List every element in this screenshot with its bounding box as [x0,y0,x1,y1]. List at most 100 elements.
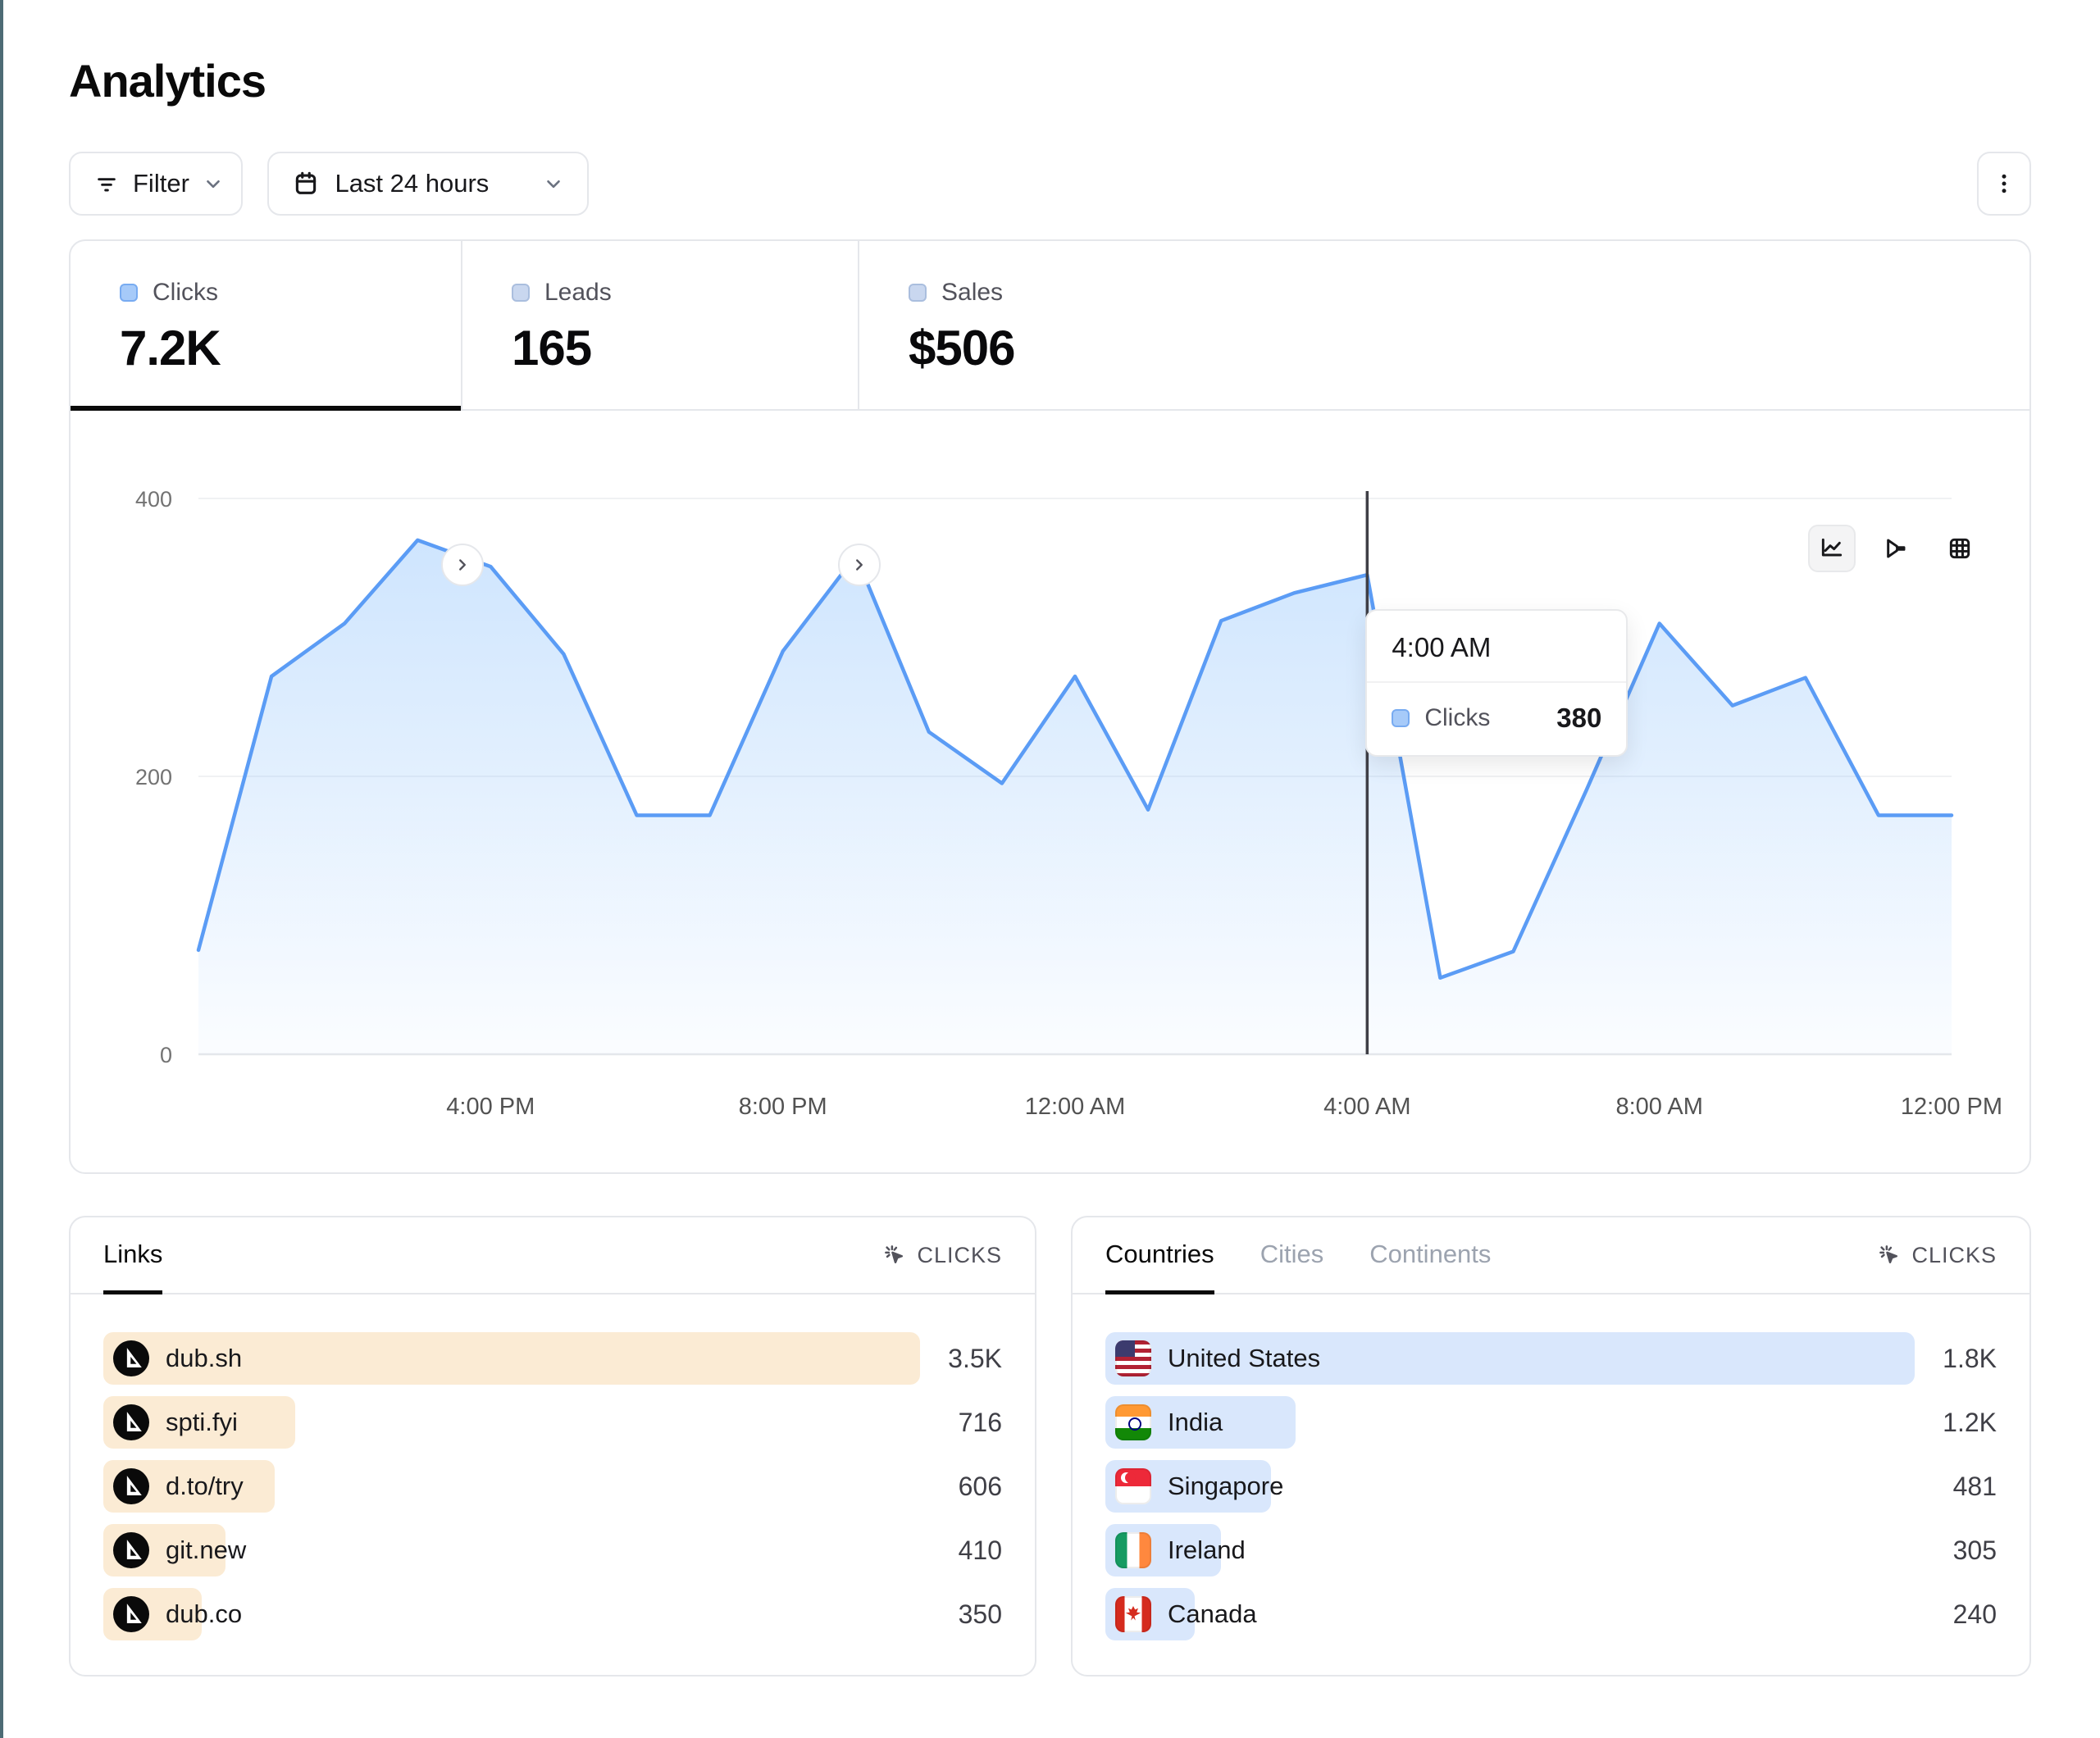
clicks-area-chart[interactable]: 400 200 0 4:00 PM 8:00 PM 12:00 AM 4:00 … [71,411,2029,1172]
country-row[interactable]: Ireland 305 [1105,1524,1997,1576]
dub-logo-icon [113,1468,149,1504]
tab-links[interactable]: Links [103,1217,163,1294]
tab-clicks[interactable]: Clicks 7.2K [71,241,462,411]
link-row[interactable]: spti.fyi 716 [103,1396,1002,1449]
links-list: dub.sh 3.5K spti.fyi 716 d.to/try 606 [103,1332,1002,1652]
countries-list: United States 1.8K India 1.2K Singapore … [1105,1332,1997,1652]
dub-logo-icon [113,1404,149,1440]
country-clicks-value: 1.2K [1943,1407,1997,1437]
y-tick-400: 400 [135,487,172,512]
country-row[interactable]: India 1.2K [1105,1396,1997,1449]
country-bar [1105,1332,1915,1385]
link-clicks-value: 716 [958,1407,1002,1437]
sales-label: Sales [941,279,1004,306]
link-row[interactable]: dub.co 350 [103,1588,1002,1640]
link-row[interactable]: d.to/try 606 [103,1460,1002,1513]
cursor-click-icon [882,1243,907,1267]
link-label: git.new [166,1536,247,1564]
link-clicks-value: 350 [958,1599,1002,1629]
sales-swatch-icon [909,284,927,302]
analytics-card: Clicks 7.2K Leads 165 Sales [69,239,2031,1174]
tab-countries[interactable]: Countries [1105,1217,1214,1294]
country-clicks-value: 305 [1952,1535,1997,1565]
countries-panel-header: Countries Cities Continents CLICKS [1073,1217,2029,1294]
x-tick-8am: 8:00 AM [1615,1094,1702,1120]
expand-clicks-button[interactable] [441,544,484,586]
line-chart-icon [1821,538,1843,557]
table-view-button[interactable] [1936,525,1984,572]
country-row[interactable]: Canada 240 [1105,1588,1997,1640]
links-panel-header: Links CLICKS [71,1217,1035,1294]
tab-leads[interactable]: Leads 165 [462,241,859,409]
country-clicks-value: 240 [1952,1599,1997,1629]
stats-tabs: Clicks 7.2K Leads 165 Sales [71,241,2029,586]
links-metric-label: CLICKS [917,1242,1002,1267]
links-panel: Links CLICKS dub.sh 3.5K [69,1216,1036,1677]
chevron-down-icon [203,173,224,194]
dub-logo-icon [113,1596,149,1632]
funnel-view-button[interactable] [1872,525,1920,572]
chart-view-switcher [1808,525,1984,572]
x-tick-8pm: 8:00 PM [739,1094,827,1120]
country-label: Canada [1168,1599,1257,1628]
leads-swatch-icon [512,284,530,302]
clicks-swatch-icon [1392,709,1410,727]
filter-icon [93,171,120,197]
chevron-down-icon [543,173,564,194]
more-options-button[interactable] [1977,152,2031,216]
kebab-icon [1992,171,2016,196]
clicks-label: Clicks [153,279,218,306]
clicks-swatch-icon [120,284,138,302]
country-label: Singapore [1168,1472,1284,1500]
country-label: Ireland [1168,1536,1246,1564]
expand-leads-button[interactable] [838,544,881,586]
date-range-button[interactable]: Last 24 hours [267,152,590,216]
dub-logo-icon [113,1532,149,1568]
country-clicks-value: 1.8K [1943,1343,1997,1373]
chevron-right-icon [856,559,863,571]
tab-cities[interactable]: Cities [1260,1217,1324,1294]
link-row[interactable]: git.new 410 [103,1524,1002,1576]
country-row[interactable]: Singapore 481 [1105,1460,1997,1513]
tab-sales[interactable]: Sales $506 [859,241,2029,409]
tooltip-time: 4:00 AM [1367,611,1627,683]
page-title: Analytics [69,55,266,107]
date-range-label: Last 24 hours [335,169,490,198]
link-label: d.to/try [166,1472,244,1500]
tooltip-series-label: Clicks [1424,704,1491,731]
tab-continents[interactable]: Continents [1369,1217,1491,1294]
link-row[interactable]: dub.sh 3.5K [103,1332,1002,1385]
clicks-area-fill [198,539,1952,1054]
country-label: United States [1168,1344,1321,1372]
y-tick-200: 200 [135,765,172,789]
link-bar [103,1332,920,1385]
x-tick-12pm: 12:00 PM [1901,1094,2002,1120]
sales-value: $506 [909,321,1015,375]
filter-button[interactable]: Filter [69,152,243,216]
link-label: spti.fyi [166,1408,238,1436]
ireland-flag-icon [1115,1532,1151,1568]
chevron-right-icon [459,559,466,571]
x-tick-4am: 4:00 AM [1323,1094,1410,1120]
line-chart-view-button[interactable] [1808,525,1856,572]
countries-metric-label: CLICKS [1911,1242,1997,1267]
dub-logo-icon [113,1340,149,1376]
us-flag-icon [1115,1340,1151,1376]
filter-label: Filter [133,169,189,198]
table-grid-icon [1949,538,1970,559]
countries-metric-header[interactable]: CLICKS [1877,1217,1997,1293]
link-label: dub.sh [166,1344,243,1372]
chart-canvas: 400 200 0 4:00 PM 8:00 PM 12:00 AM 4:00 … [135,487,2002,1120]
tooltip-value: 380 [1556,703,1602,733]
links-metric-header[interactable]: CLICKS [882,1217,1002,1293]
y-tick-0: 0 [160,1043,172,1067]
link-label: dub.co [166,1599,243,1628]
country-row[interactable]: United States 1.8K [1105,1332,1997,1385]
calendar-icon [292,170,320,198]
india-flag-icon [1115,1404,1151,1440]
canada-flag-icon [1115,1596,1151,1632]
leads-label: Leads [544,279,612,306]
clicks-value: 7.2K [120,321,221,375]
cursor-click-icon [1877,1243,1902,1267]
